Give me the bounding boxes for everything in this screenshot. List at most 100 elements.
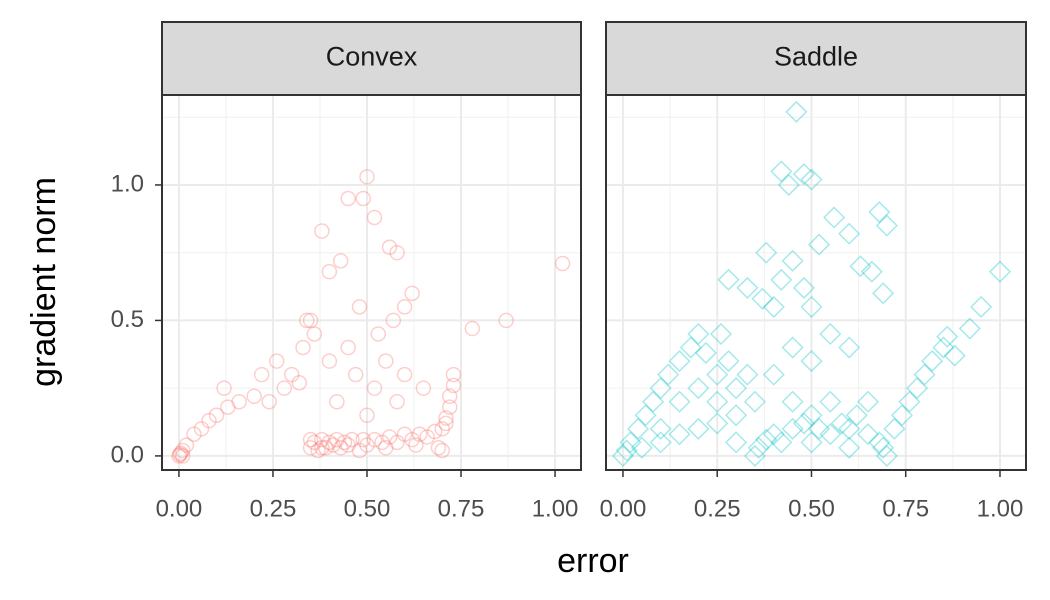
point [220,399,236,415]
point [770,160,793,183]
point [668,350,691,373]
point [988,260,1012,283]
point [381,429,398,445]
point [668,423,691,446]
point [434,442,450,459]
point [385,312,402,329]
point [800,295,823,318]
point [630,436,653,459]
point [366,431,383,448]
point [340,190,356,207]
point [171,448,187,464]
point [657,363,680,386]
point [626,417,650,440]
point [751,287,774,310]
point [921,350,944,373]
point [445,366,462,383]
point [642,390,665,413]
point [823,206,846,229]
point [359,169,375,185]
point [389,244,405,261]
point [366,209,383,226]
point [905,377,929,400]
point [868,431,891,454]
point [404,285,420,302]
point [216,380,232,396]
point [389,393,405,410]
point [366,380,383,396]
point [208,407,225,424]
x-tick-label: 0.00 [156,495,203,522]
point [619,431,642,454]
point [329,431,345,448]
x-tick-label: 0.25 [694,495,741,522]
point [838,336,861,359]
point [743,390,766,413]
point [415,380,432,396]
point [314,223,330,239]
x-tick-label: 0.00 [600,495,647,522]
point [725,377,748,400]
point [856,423,880,446]
point [611,444,635,467]
point [396,426,413,442]
point [615,439,638,462]
x-tick-label: 0.50 [788,495,835,522]
point [302,312,319,329]
point [860,260,883,283]
point [299,312,315,329]
point [302,440,319,456]
point [706,363,729,386]
point [936,325,959,348]
panel-background [162,95,581,470]
point [800,350,823,373]
x-tick-label: 0.50 [344,495,391,522]
y-tick-label: 0.5 [111,306,144,333]
point [792,412,815,435]
point [347,366,364,383]
point [875,214,898,237]
facet-label: Saddle [774,42,858,72]
point [268,353,285,369]
point [396,299,413,315]
point [856,390,880,413]
point [849,255,872,278]
point [325,437,341,453]
point [374,434,390,451]
point [302,431,319,448]
x-tick-label: 0.25 [250,495,297,522]
point [800,404,823,427]
point [694,341,717,365]
point [359,437,375,453]
point [445,377,462,394]
point [295,339,311,356]
point [875,444,898,467]
point [231,393,247,410]
point [717,350,740,373]
point [649,377,672,400]
point [261,393,277,410]
point [687,417,710,440]
point [770,268,793,291]
point [378,440,394,456]
point [174,442,191,459]
point [838,417,861,440]
point [807,233,831,256]
point [321,434,338,451]
point [554,255,571,272]
y-tick-label: 0.0 [111,441,144,468]
x-tick-label: 1.00 [532,495,579,522]
point [770,431,793,454]
point [441,388,458,405]
point [706,390,729,413]
point [838,436,861,459]
point [725,431,748,454]
point [498,312,514,329]
point [781,390,804,413]
point [314,431,330,448]
point [438,415,454,432]
point [819,390,842,413]
point [781,336,804,359]
point [792,276,815,299]
